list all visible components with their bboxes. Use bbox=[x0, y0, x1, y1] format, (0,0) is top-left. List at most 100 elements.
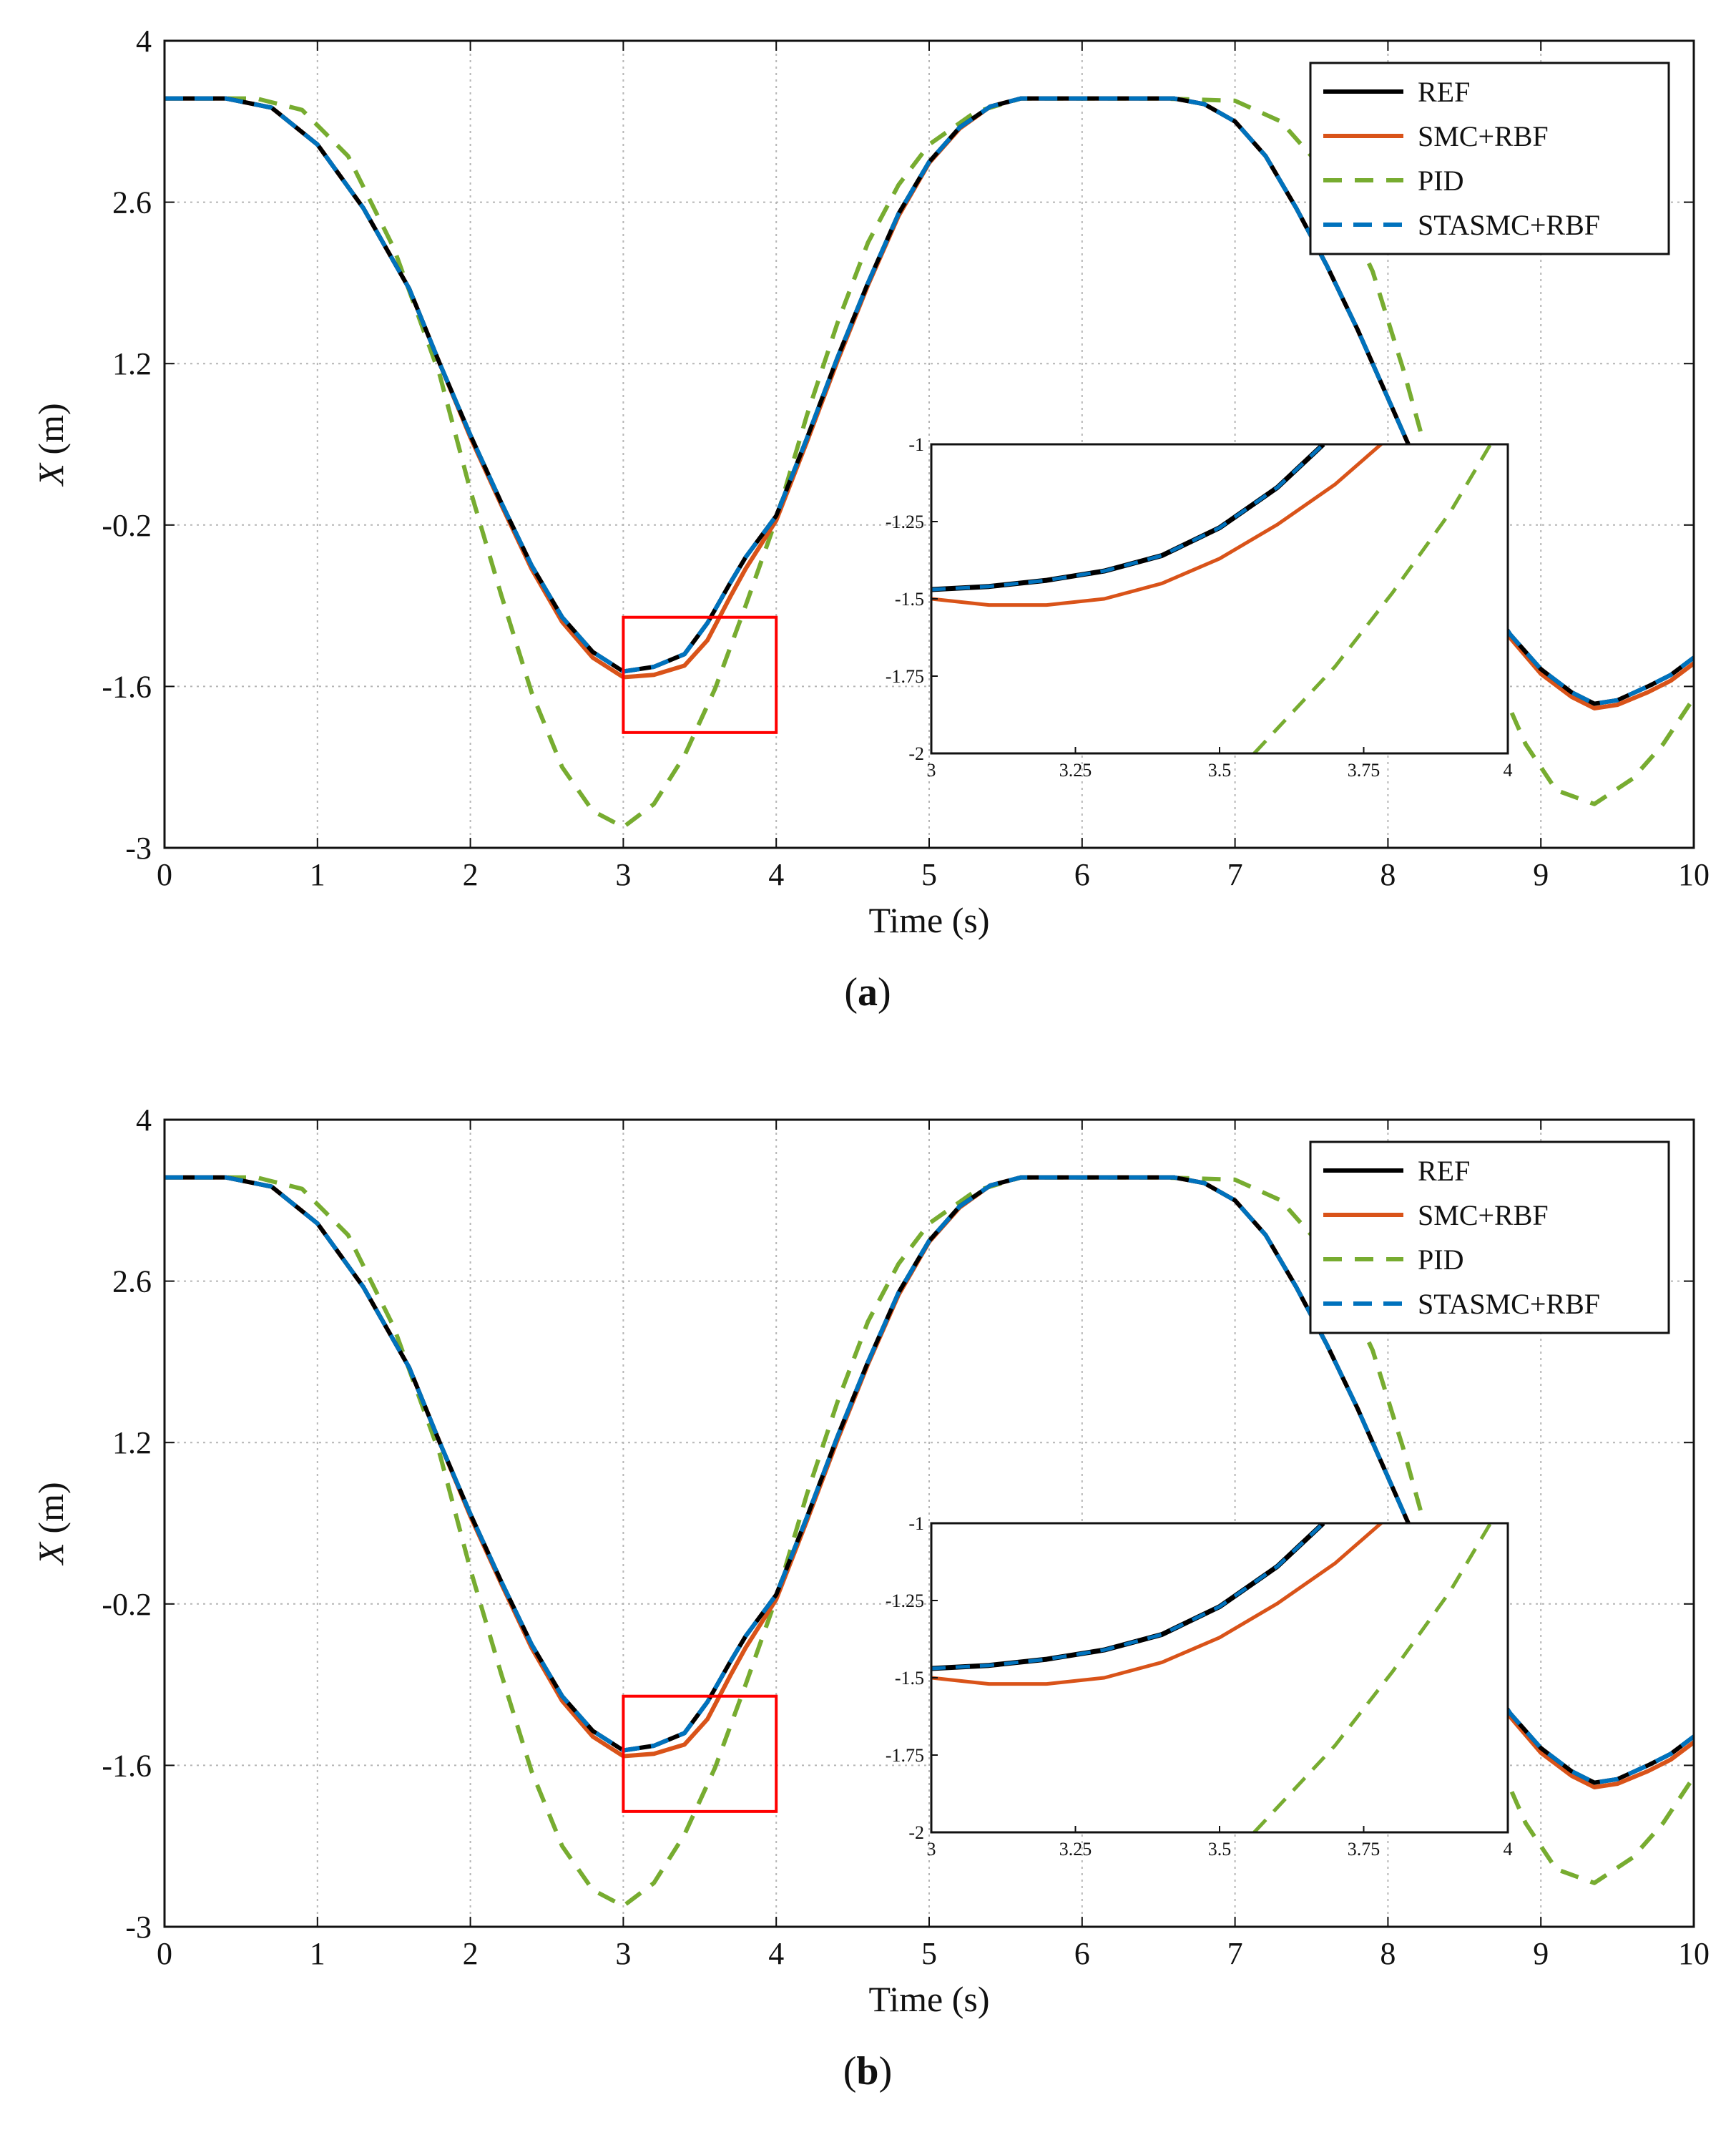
inset-y-tick-label: -1.5 bbox=[895, 589, 924, 610]
x-tick-label: 5 bbox=[921, 1936, 937, 1971]
inset-line-pid bbox=[1252, 444, 1492, 753]
inset-y-tick-label: -1.25 bbox=[886, 1590, 924, 1611]
x-tick-label: 6 bbox=[1074, 857, 1090, 892]
caption-letter: a bbox=[858, 970, 878, 1015]
y-axis-label: X (m) bbox=[31, 403, 71, 487]
y-tick-label: -3 bbox=[125, 831, 152, 866]
inset-y-tick-label: -1.25 bbox=[886, 512, 924, 532]
legend-label: PID bbox=[1418, 1243, 1463, 1276]
zoom-region-box bbox=[622, 1694, 778, 1813]
caption-letter: b bbox=[856, 2049, 878, 2093]
inset-x-tick-label: 3.75 bbox=[1348, 1839, 1381, 1860]
caption-open: ( bbox=[843, 2049, 857, 2093]
inset-y-tick-label: -1.75 bbox=[886, 666, 924, 687]
x-tick-label: 10 bbox=[1678, 1936, 1710, 1971]
inset-x-tick-label: 3 bbox=[927, 760, 936, 781]
panel-a: 0 1 2 3 4 5 6 7 8 9 10 -3 -1.6 -0.2 1.2 2.6 4 Time (s) X (… bbox=[31, 24, 1710, 1015]
ticks: 0 1 2 3 4 5 6 7 8 9 10 -3 -1.6 -0.2 1.2 2.6 4 bbox=[102, 24, 1710, 892]
legend-label: REF bbox=[1418, 76, 1470, 108]
x-tick-label: 7 bbox=[1227, 857, 1243, 892]
inset-lines bbox=[931, 444, 1492, 753]
panel-caption: (a) bbox=[844, 970, 891, 1015]
panel-caption: (b) bbox=[843, 2049, 892, 2093]
x-tick-label: 2 bbox=[463, 1936, 479, 1971]
inset: 3 3.25 3.5 3.75 4 -1 -1.25 -1.5 -1.75 -2 bbox=[886, 434, 1513, 781]
y-tick-label: 2.6 bbox=[112, 1264, 152, 1299]
legend-box bbox=[1309, 1140, 1670, 1334]
x-tick-label: 8 bbox=[1380, 1936, 1396, 1971]
inset-y-tick-label: -1.75 bbox=[886, 1745, 924, 1766]
x-tick-label: 1 bbox=[310, 1936, 325, 1971]
inset: 3 3.25 3.5 3.75 4 -1 -1.25 -1.5 -1.75 -2 bbox=[886, 1513, 1513, 1860]
inset-x-tick-label: 4 bbox=[1504, 760, 1513, 781]
inset-x-tick-label: 3 bbox=[927, 1839, 936, 1860]
x-tick-label: 0 bbox=[157, 1936, 172, 1971]
y-tick-label: -3 bbox=[125, 1910, 152, 1945]
legend-box bbox=[1309, 62, 1670, 255]
legend-label: SMC+RBF bbox=[1418, 1199, 1549, 1231]
inset-x-tick-label: 4 bbox=[1504, 1839, 1513, 1860]
x-tick-label: 9 bbox=[1533, 1936, 1549, 1971]
inset-y-tick-label: -1.5 bbox=[895, 1668, 924, 1689]
caption-close: ) bbox=[879, 2049, 893, 2093]
zoom-region-box bbox=[622, 615, 778, 734]
legend-label: PID bbox=[1418, 165, 1463, 197]
y-axis-label-symbol: X bbox=[31, 1541, 71, 1566]
x-tick-label: 0 bbox=[157, 857, 172, 892]
x-tick-label: 4 bbox=[768, 1936, 784, 1971]
inset-y-tick-label: -1 bbox=[908, 434, 924, 455]
x-tick-label: 1 bbox=[310, 857, 325, 892]
caption-close: ) bbox=[878, 970, 891, 1015]
inset-line-stasmc-rbf bbox=[931, 1523, 1325, 1671]
x-tick-label: 7 bbox=[1227, 1936, 1243, 1971]
y-tick-label: 1.2 bbox=[112, 346, 152, 381]
inset-line-smc-rbf bbox=[931, 1523, 1384, 1686]
y-axis-label: X (m) bbox=[31, 1482, 71, 1565]
y-tick-label: -1.6 bbox=[102, 1748, 152, 1783]
inset-background bbox=[931, 444, 1508, 753]
inset-y-tick-label: -2 bbox=[908, 1822, 924, 1843]
legend: REF SMC+RBF PID STASMC+RBF bbox=[1309, 62, 1670, 255]
x-tick-label: 3 bbox=[615, 857, 631, 892]
y-tick-label: 2.6 bbox=[112, 185, 152, 220]
inset-x-tick-label: 3.75 bbox=[1348, 760, 1381, 781]
y-tick-label: 4 bbox=[136, 1103, 152, 1138]
inset-line-smc-rbf bbox=[931, 444, 1384, 607]
x-tick-label: 6 bbox=[1074, 1936, 1090, 1971]
y-axis-label-unit: (m) bbox=[31, 403, 71, 464]
legend-label: STASMC+RBF bbox=[1418, 1288, 1600, 1320]
inset-y-tick-label: -1 bbox=[908, 1513, 924, 1534]
y-axis-label-symbol: X bbox=[31, 462, 71, 487]
panel-b: 0 1 2 3 4 5 6 7 8 9 10 -3 -1.6 -0.2 1.2 2.6 4 Time (s) X (… bbox=[31, 1103, 1710, 2093]
x-tick-label: 2 bbox=[463, 857, 479, 892]
inset-x-tick-label: 3.5 bbox=[1208, 1839, 1232, 1860]
y-tick-label: 4 bbox=[136, 24, 152, 59]
x-tick-label: 8 bbox=[1380, 857, 1396, 892]
inset-line-stasmc-rbf bbox=[931, 444, 1325, 592]
inset-background bbox=[931, 1523, 1508, 1832]
y-tick-label: -1.6 bbox=[102, 669, 152, 704]
caption-open: ( bbox=[844, 970, 858, 1015]
x-tick-label: 9 bbox=[1533, 857, 1549, 892]
inset-line-pid bbox=[1252, 1523, 1492, 1832]
y-axis-label-unit: (m) bbox=[31, 1482, 71, 1543]
inset-x-tick-label: 3.25 bbox=[1059, 1839, 1092, 1860]
legend: REF SMC+RBF PID STASMC+RBF bbox=[1309, 1140, 1670, 1334]
inset-lines bbox=[931, 1523, 1492, 1832]
x-axis-label: Time (s) bbox=[868, 900, 989, 940]
legend-label: SMC+RBF bbox=[1418, 120, 1549, 152]
x-tick-label: 3 bbox=[615, 1936, 631, 1971]
inset-y-tick-label: -2 bbox=[908, 743, 924, 764]
y-tick-label: -0.2 bbox=[102, 508, 152, 543]
legend-label: STASMC+RBF bbox=[1418, 209, 1600, 241]
x-tick-label: 10 bbox=[1678, 857, 1710, 892]
y-tick-label: 1.2 bbox=[112, 1425, 152, 1460]
x-tick-label: 4 bbox=[768, 857, 784, 892]
inset-x-tick-label: 3.5 bbox=[1208, 760, 1232, 781]
inset-x-tick-label: 3.25 bbox=[1059, 760, 1092, 781]
x-tick-label: 5 bbox=[921, 857, 937, 892]
ticks: 0 1 2 3 4 5 6 7 8 9 10 -3 -1.6 -0.2 1.2 2.6 4 bbox=[102, 1103, 1710, 1971]
y-tick-label: -0.2 bbox=[102, 1587, 152, 1622]
x-axis-label: Time (s) bbox=[868, 1979, 989, 2019]
